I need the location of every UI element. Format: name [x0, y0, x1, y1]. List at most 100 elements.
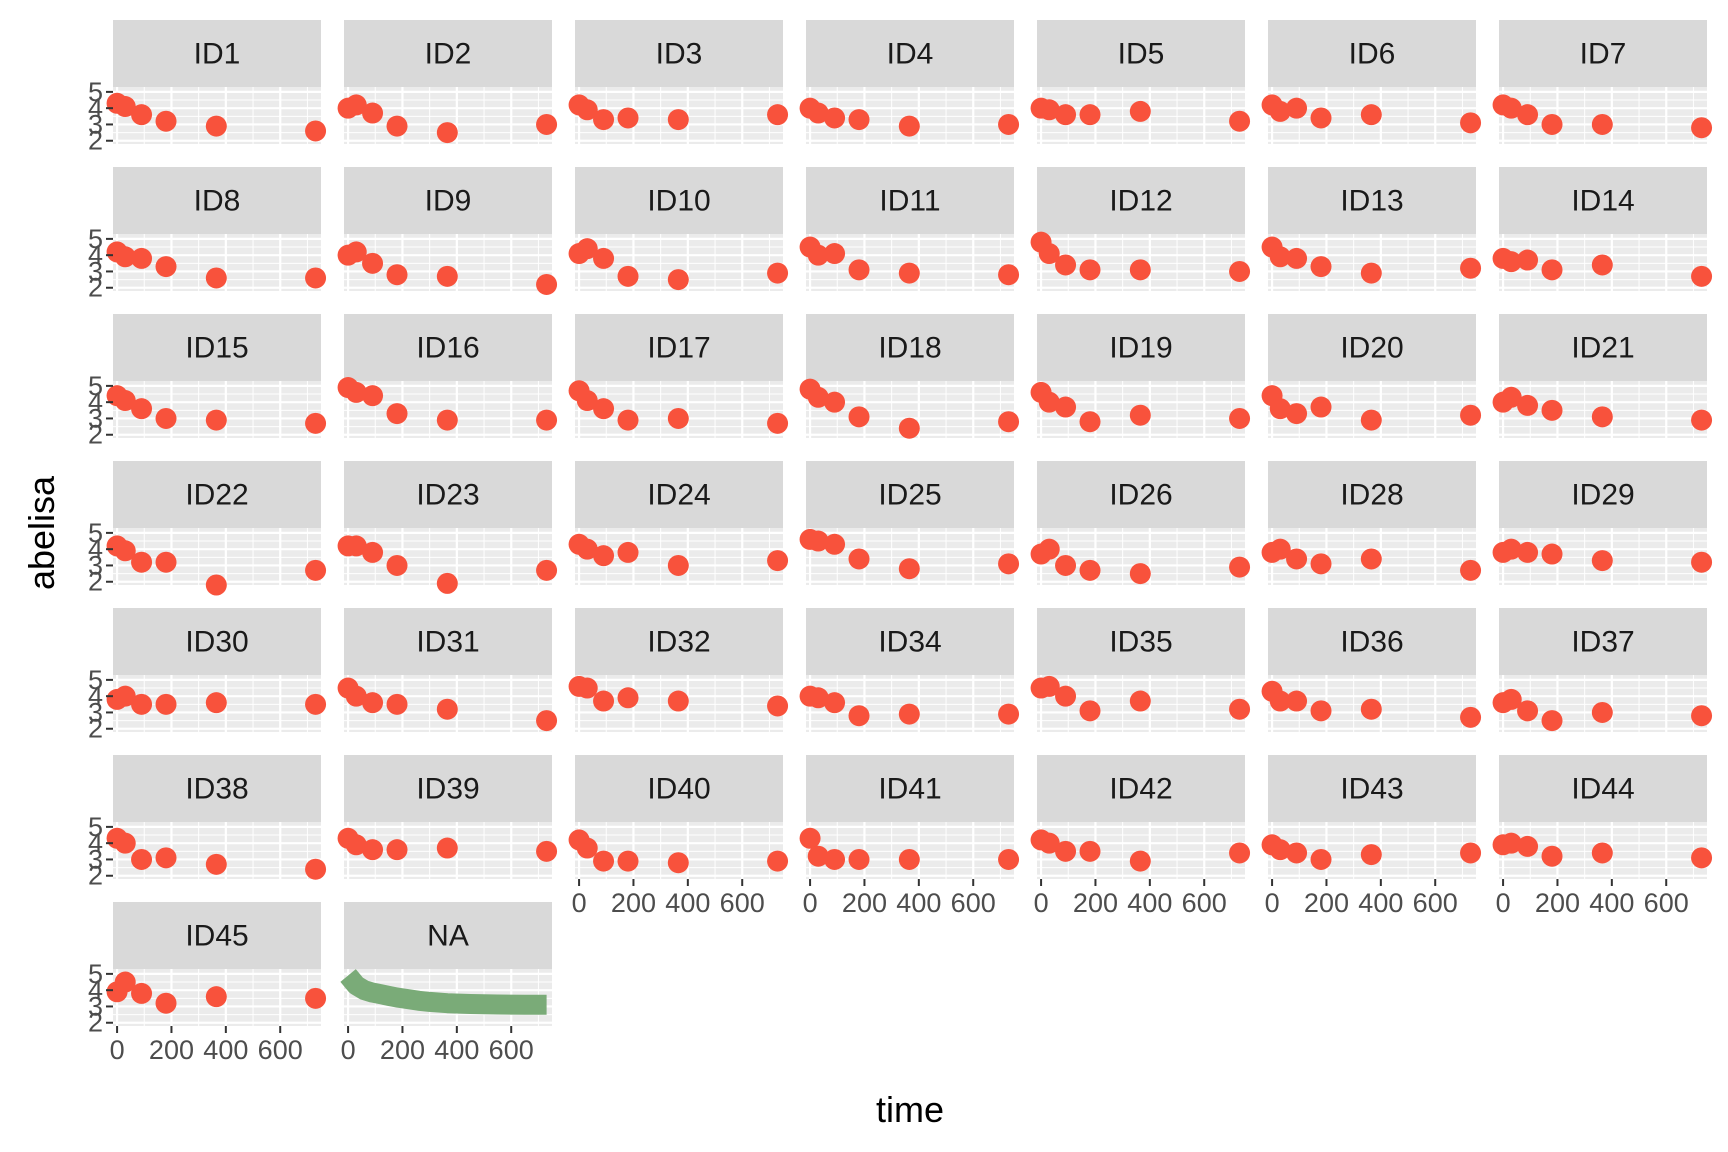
- data-point: [205, 267, 227, 289]
- data-point: [305, 267, 327, 289]
- data-point: [362, 102, 384, 124]
- facet-panel: ID40 0 200 400 600: [568, 755, 789, 918]
- facet-panel: NA 0 200 400 600: [340, 902, 552, 1065]
- data-point: [593, 398, 615, 420]
- facet-strip-label: ID5: [1118, 38, 1165, 71]
- data-point: [155, 256, 177, 278]
- data-point: [536, 409, 558, 431]
- data-point: [362, 839, 384, 861]
- data-point: [1269, 839, 1291, 861]
- y-tick-label: 4: [88, 240, 103, 270]
- data-point: [1691, 705, 1713, 727]
- data-point: [1269, 538, 1291, 560]
- data-point: [1079, 259, 1101, 281]
- facet-panel: ID25: [799, 461, 1020, 585]
- data-point: [155, 407, 177, 429]
- facet-strip: [575, 608, 783, 675]
- data-point: [114, 540, 136, 562]
- data-point: [1360, 844, 1382, 866]
- facet-panel: ID19: [1030, 314, 1251, 438]
- facet-panel: ID36: [1261, 608, 1482, 732]
- data-point: [386, 403, 408, 425]
- y-tick-label: 3: [88, 550, 103, 580]
- data-point: [305, 412, 327, 434]
- data-point: [1229, 842, 1251, 864]
- facet-strip: [1268, 20, 1476, 87]
- facet-panel: ID24: [568, 461, 789, 585]
- data-point: [824, 848, 846, 870]
- data-point: [436, 122, 458, 144]
- data-point: [345, 685, 367, 707]
- facet-panel: ID37: [1492, 608, 1713, 732]
- data-point: [205, 115, 227, 137]
- y-tick-label: 3: [88, 109, 103, 139]
- x-tick-label: 0: [572, 888, 587, 918]
- data-point: [1691, 847, 1713, 869]
- data-point: [305, 559, 327, 581]
- data-point: [1460, 112, 1482, 134]
- facet-panel: ID9: [337, 167, 558, 295]
- data-point: [362, 692, 384, 714]
- fitted-curve: [340, 969, 547, 1015]
- facet-strip-label: ID38: [185, 773, 248, 806]
- facet-strip-label: ID13: [1340, 185, 1403, 218]
- x-tick-label: 200: [1304, 888, 1349, 918]
- data-point: [436, 572, 458, 594]
- facet-strip: [344, 167, 552, 234]
- data-point: [1079, 840, 1101, 862]
- data-point: [1310, 396, 1332, 418]
- data-point: [1129, 850, 1151, 872]
- data-point: [1286, 97, 1308, 119]
- facet-strip: [113, 314, 321, 381]
- data-point: [1038, 538, 1060, 560]
- data-point: [807, 687, 829, 709]
- data-point: [205, 853, 227, 875]
- facet-strip-label: ID22: [185, 479, 248, 512]
- facet-panel: ID34: [799, 608, 1020, 732]
- facet-strip-label: ID8: [194, 185, 241, 218]
- data-point: [1517, 394, 1539, 416]
- data-point: [436, 265, 458, 287]
- data-point: [1691, 117, 1713, 139]
- facet-panel: ID32: [568, 608, 789, 732]
- data-point: [807, 102, 829, 124]
- y-tick-label: 4: [88, 387, 103, 417]
- data-point: [848, 848, 870, 870]
- data-point: [1079, 700, 1101, 722]
- data-point: [155, 992, 177, 1014]
- data-point: [155, 847, 177, 869]
- facet-strip-label: ID43: [1340, 773, 1403, 806]
- data-point: [1038, 99, 1060, 121]
- data-point: [131, 551, 153, 573]
- data-point: [1038, 243, 1060, 265]
- data-point: [1541, 543, 1563, 565]
- facet-strip: [1499, 20, 1707, 87]
- data-point: [1541, 710, 1563, 732]
- facet-strip: [806, 608, 1014, 675]
- facet-panel: ID44 0 200 400 600: [1492, 755, 1713, 918]
- facet-strip-label: ID20: [1340, 332, 1403, 365]
- data-point: [667, 690, 689, 712]
- facet-strip-label: ID7: [1580, 38, 1627, 71]
- data-point: [898, 115, 920, 137]
- data-point: [848, 705, 870, 727]
- y-tick-label: 2: [88, 420, 103, 450]
- y-tick-label: 5: [88, 665, 103, 695]
- x-tick-label: 400: [1589, 888, 1634, 918]
- facet-strip: [806, 20, 1014, 87]
- x-tick-label: 0: [1265, 888, 1280, 918]
- data-point: [1517, 835, 1539, 857]
- data-point: [536, 840, 558, 862]
- data-point: [1360, 262, 1382, 284]
- data-point: [799, 827, 821, 849]
- data-point: [1055, 685, 1077, 707]
- facet-strip: [1037, 755, 1245, 822]
- x-tick-label: 200: [380, 1035, 425, 1065]
- facet-panel: ID11: [799, 167, 1020, 291]
- facet-strip-label: ID45: [185, 920, 248, 953]
- data-point: [824, 107, 846, 129]
